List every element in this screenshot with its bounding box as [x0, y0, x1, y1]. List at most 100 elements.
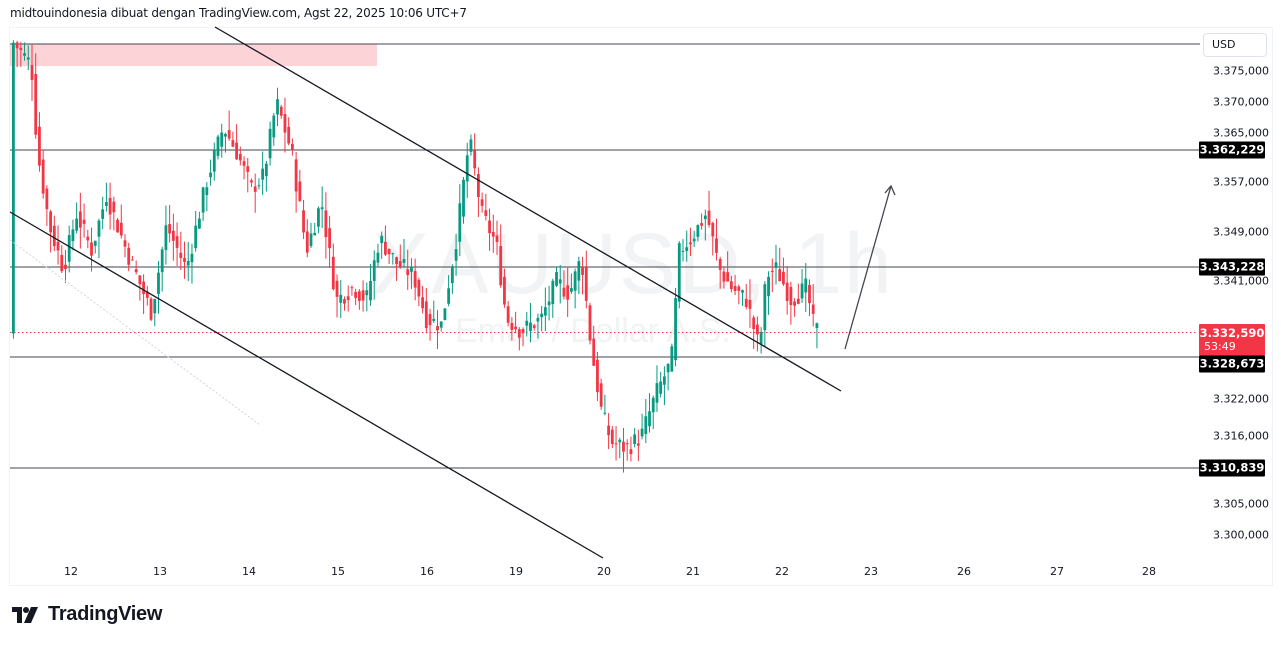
- candle-up: [261, 168, 265, 180]
- candle-down: [123, 240, 127, 247]
- candle-up: [692, 238, 696, 242]
- candle-up: [320, 207, 324, 210]
- candle-up: [164, 225, 168, 250]
- candle-up: [465, 155, 469, 182]
- time-axis-label: 13: [153, 565, 167, 578]
- currency-selector[interactable]: USD: [1203, 33, 1267, 57]
- candle-down: [737, 286, 741, 291]
- candle-down: [715, 238, 718, 253]
- bar-countdown: 53:49: [1204, 340, 1236, 353]
- candle-down: [417, 279, 421, 297]
- candle-up: [23, 53, 26, 56]
- candle-down: [15, 42, 19, 49]
- projection-arrow-line: [844, 185, 892, 350]
- candle-up: [774, 262, 778, 268]
- candle-down: [60, 254, 64, 272]
- candle-down: [499, 246, 503, 286]
- candle-down: [305, 231, 309, 253]
- price-scale-label: 3.341,000: [1213, 274, 1269, 288]
- candle-up: [685, 247, 689, 251]
- tradingview-logo[interactable]: TradingView: [12, 603, 162, 626]
- candle-down: [503, 276, 506, 305]
- candle-up: [681, 250, 685, 252]
- time-axis-label: 23: [864, 565, 878, 578]
- candle-down: [484, 210, 488, 216]
- candle-down: [127, 247, 131, 265]
- level-tag-resistance-2: 3.343,228: [1199, 258, 1265, 276]
- trend-drawings: [9, 26, 896, 559]
- candle-down: [480, 199, 484, 206]
- candle-up: [659, 381, 663, 394]
- candle-down: [532, 325, 536, 328]
- candle-down: [491, 232, 495, 237]
- candle-down: [584, 267, 588, 301]
- candle-up: [815, 323, 819, 328]
- supply-zone: [10, 44, 377, 66]
- candle-down: [622, 441, 625, 452]
- candle-down: [495, 235, 499, 243]
- candle-down: [726, 272, 730, 282]
- candle-up: [365, 290, 369, 296]
- candle-down: [566, 285, 570, 300]
- candle-down: [428, 314, 432, 326]
- candle-up: [443, 308, 447, 320]
- candle-down: [770, 270, 774, 272]
- candle-up: [577, 261, 581, 281]
- candle-up: [640, 428, 644, 437]
- candle-down: [134, 269, 138, 273]
- candle-down: [142, 281, 145, 294]
- tradingview-logo-icon: [12, 606, 38, 623]
- time-axis-label: 20: [597, 565, 611, 578]
- candle-up: [212, 150, 216, 172]
- candle-down: [756, 324, 759, 335]
- level-tag-resistance-1: 3.362,229: [1199, 141, 1265, 159]
- level-tag-support-2: 3.310,839: [1199, 459, 1265, 477]
- level-tag-support-1: 3.328,673: [1199, 355, 1265, 373]
- candle-up: [317, 208, 320, 227]
- candle-down: [34, 73, 38, 135]
- price-scale-label: 3.316,000: [1213, 429, 1269, 443]
- candle-down: [328, 228, 331, 249]
- candle-up: [543, 307, 547, 316]
- candle-down: [246, 166, 250, 172]
- time-axis-label: 21: [686, 565, 700, 578]
- candle-up: [547, 301, 551, 306]
- candle-up: [570, 288, 573, 292]
- candle-down: [30, 65, 34, 80]
- candle-down: [324, 210, 328, 238]
- candle-down: [343, 299, 346, 304]
- candle-up: [276, 99, 279, 115]
- candle-down: [149, 298, 153, 320]
- candle-down: [131, 259, 134, 261]
- price-scale-label: 3.357,000: [1213, 175, 1269, 189]
- candle-down: [179, 252, 183, 259]
- candle-down: [510, 323, 514, 330]
- candle-down: [733, 286, 737, 292]
- candle-up: [186, 260, 190, 266]
- candle-down: [108, 197, 112, 215]
- candle-up: [339, 294, 343, 303]
- price-scale-label: 3.322,000: [1213, 392, 1269, 406]
- candlesticks: [12, 40, 819, 473]
- candle-down: [514, 326, 517, 330]
- candle-up: [763, 284, 767, 331]
- candle-up: [71, 229, 75, 242]
- projection-arrow-head: [884, 184, 896, 196]
- candle-down: [287, 126, 291, 144]
- candle-down: [785, 282, 789, 301]
- candle-up: [190, 253, 194, 263]
- candle-up: [209, 172, 212, 178]
- price-scale-label: 3.349,000: [1213, 225, 1269, 239]
- candle-down: [346, 296, 350, 301]
- candle-up: [402, 259, 406, 263]
- candle-up: [529, 322, 532, 331]
- candle-down: [56, 241, 60, 251]
- candle-down: [592, 338, 596, 366]
- candle-down: [473, 150, 477, 169]
- candle-down: [636, 443, 640, 446]
- candle-down: [78, 211, 82, 228]
- candle-up: [67, 235, 71, 262]
- candle-down: [354, 291, 358, 298]
- candle-down: [689, 242, 692, 245]
